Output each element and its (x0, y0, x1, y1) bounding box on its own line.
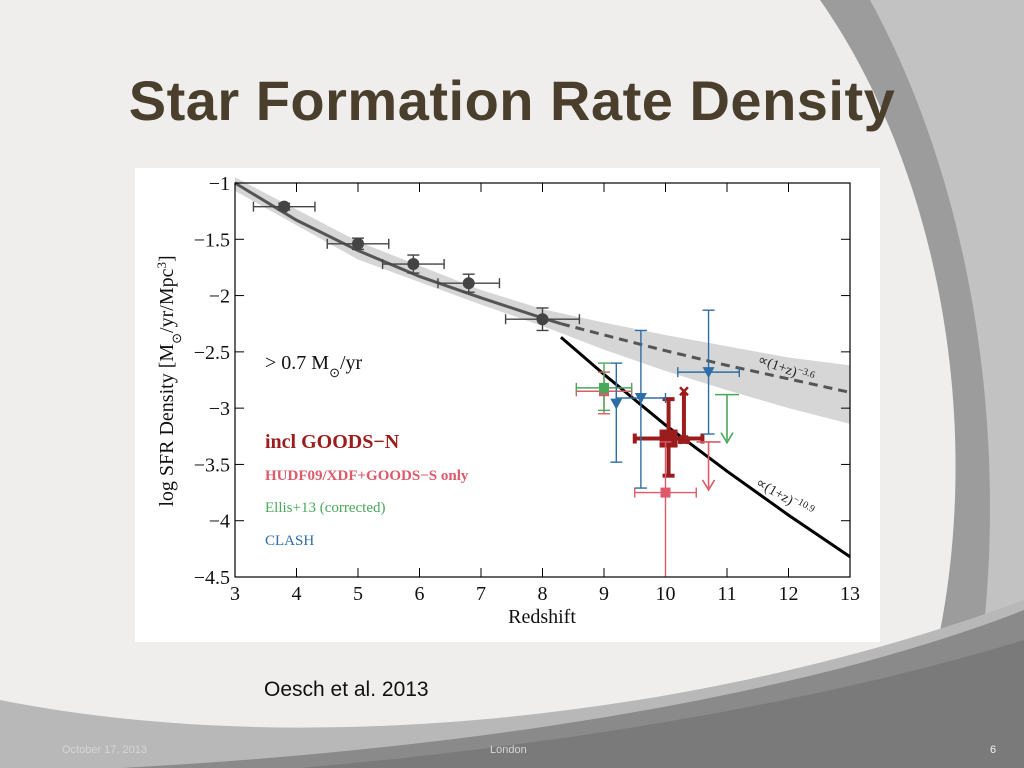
circle-marker (407, 258, 420, 271)
legend-goods-n: incl GOODS−N (265, 431, 400, 453)
background-swoosh-light (870, 0, 1024, 768)
clash-point (615, 329, 667, 489)
y-tick-label: −2 (209, 286, 230, 308)
circle-marker (536, 313, 549, 326)
triangle-marker (702, 367, 715, 379)
y-axis-label: log SFR Density [M⊙/yr/Mpc3] (154, 255, 184, 506)
low_z-point (381, 254, 445, 274)
x-tick-label: 11 (717, 583, 736, 605)
y-tick-label: −3.5 (194, 454, 230, 476)
limit-arrow-head (720, 432, 734, 445)
square-marker (599, 382, 609, 393)
x-tick-label: 8 (538, 583, 548, 605)
legend-hudf: HUDF09/XDF+GOODS−S only (265, 468, 469, 484)
goods_n-point (677, 386, 690, 444)
circle-marker (278, 200, 291, 213)
y-tick-label: −1.5 (194, 229, 230, 251)
fit-line-steep (559, 336, 851, 558)
tick-labels: 3 4 5 6 7 8 9 10 11 12 13 −1 −1.5 −2 −2.5 −3 −3.5 −4 −4.5 (194, 173, 860, 605)
x-marker (679, 434, 689, 445)
y-tick-label: −4 (209, 511, 230, 533)
x-tick-label: 9 (599, 583, 609, 605)
triangle-marker (610, 398, 623, 410)
x-tick-label: 12 (779, 583, 799, 605)
y-tick-label: −2.5 (194, 342, 230, 364)
legend-ellis: Ellis+13 (corrected) (265, 500, 386, 516)
low_z-point (437, 273, 501, 293)
fit-line-shallow-dashed (560, 322, 851, 394)
limit-arrow-head (701, 479, 716, 492)
clash-point (610, 362, 623, 463)
sfr-density-chart: 3 4 5 6 7 8 9 10 11 12 13−1−1.5−2−2.5−3−3.5−4−4.5 … (154, 173, 861, 628)
clash-point (677, 309, 740, 435)
square-marker (659, 429, 678, 448)
background-swoosh-bottom-shade (300, 640, 1024, 768)
footer-date: October 17, 2013 (62, 744, 148, 756)
hudf-point (696, 441, 721, 492)
slide-title: Star Formation Rate Density (128, 69, 896, 132)
circle-marker (462, 277, 475, 290)
goods_n-point (632, 397, 705, 478)
goods_n-point (679, 434, 689, 445)
footer-location: London (490, 744, 527, 756)
threshold-annotation: > 0.7 M⊙/yr (265, 352, 363, 380)
band-area (235, 177, 850, 424)
x-tick-label: 7 (476, 583, 486, 605)
x-tick-label: 5 (353, 583, 363, 605)
hudf-point (634, 441, 697, 577)
figure-caption: Oesch et al. 2013 (264, 678, 429, 701)
low_z-point (504, 307, 581, 332)
circle-marker (352, 237, 364, 250)
page-number: 6 (990, 744, 997, 756)
legend-clash: CLASH (265, 533, 314, 549)
fit-uncertainty-band (235, 177, 850, 424)
x-tick-label: 13 (840, 583, 860, 605)
data-points (252, 200, 740, 577)
low_z-point (252, 200, 316, 213)
x-marker (679, 386, 689, 397)
x-tick-label: 4 (292, 583, 302, 605)
low_z-point (326, 237, 390, 251)
chart-figure: 3 4 5 6 7 8 9 10 11 12 13 −1 −1.5 −2 −2.5 −3 −3.5 −4 −4.5 … (135, 168, 880, 642)
legend: incl GOODS−N HUDF09/XDF+GOODS−S only Ell… (265, 431, 469, 549)
ellis-point (715, 393, 739, 445)
x-tick-label: 10 (656, 583, 676, 605)
y-tick-label: −1 (209, 173, 230, 195)
x-tick-label: 3 (230, 583, 240, 605)
square-marker (660, 487, 671, 498)
x-tick-label: 6 (415, 583, 425, 605)
triangle-marker (634, 393, 647, 405)
plot-frame (234, 182, 851, 578)
y-tick-label: −4.5 (194, 567, 230, 589)
y-tick-label: −3 (209, 398, 230, 420)
ellis-point (575, 362, 633, 412)
x-axis-label: Redshift (508, 606, 576, 628)
